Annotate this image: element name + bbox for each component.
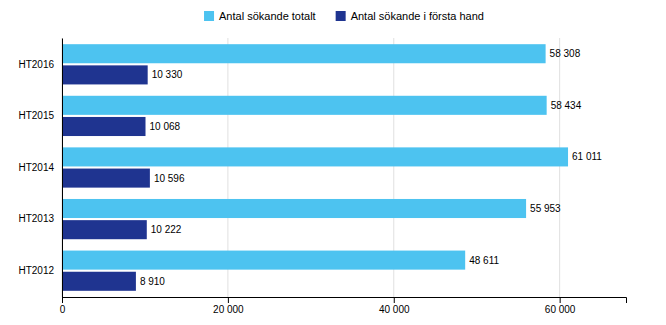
series (62, 65, 150, 290)
tick-label: 0 (60, 304, 66, 315)
tick: HT2014 (18, 162, 62, 173)
tick-label: HT2013 (18, 213, 54, 224)
tick-label: 60 000 (545, 304, 576, 315)
data-label: 55 953 (530, 203, 561, 214)
legend: Antal sökande totalt Antal sökande i förs… (204, 10, 484, 22)
x-axis: 0 20 000 40 000 60 000 (60, 297, 627, 315)
bar (62, 220, 147, 239)
tick-label: 20 000 (213, 304, 244, 315)
bar (62, 65, 148, 84)
legend-swatch (204, 11, 214, 21)
data-label: 10 222 (151, 224, 182, 235)
tick: 20 000 (213, 297, 244, 315)
tick-mark (62, 297, 63, 303)
data-label: 61 011 (572, 151, 602, 162)
plot: 58 308 58 434 61 011 55 953 48 611 10 330 10 0… (18, 38, 626, 315)
bar (62, 169, 150, 188)
bar (62, 147, 568, 166)
tick-label: HT2015 (18, 110, 54, 121)
bar (62, 44, 546, 63)
tick: 60 000 (545, 297, 576, 315)
bar (62, 199, 526, 218)
tick: 0 (60, 297, 66, 315)
legend-label: Antal sökande totalt (219, 10, 316, 22)
grid-line (62, 38, 63, 297)
data-label: 58 434 (551, 100, 582, 111)
y-axis: HT2016 HT2015 HT2014 HT2013 HT2012 (18, 39, 62, 298)
tick: HT2013 (18, 213, 62, 224)
tick-label: HT2016 (18, 59, 54, 70)
bar (62, 251, 465, 270)
data-label: 48 611 (469, 255, 499, 266)
tick-label: HT2014 (18, 162, 54, 173)
data-label: 10 596 (154, 173, 185, 184)
bar (62, 272, 136, 291)
bar (62, 96, 547, 115)
axis-line (62, 39, 63, 298)
data-label: 58 308 (550, 48, 581, 59)
data-labels: 58 308 58 434 61 011 55 953 48 611 10 330 10 0… (140, 48, 602, 287)
tick: 40 000 (379, 297, 410, 315)
data-label: 10 330 (152, 69, 183, 80)
tick: HT2012 (18, 265, 62, 276)
chart: 58 308 58 434 61 011 55 953 48 611 10 330 10 0… (0, 0, 666, 325)
tick-mark (394, 297, 395, 303)
grid-line (559, 38, 560, 297)
tick: HT2015 (18, 110, 62, 121)
axis-line (63, 298, 627, 304)
tick-mark (560, 297, 561, 303)
bars (62, 44, 568, 291)
data-label: 8 910 (140, 276, 165, 287)
data-label: 10 068 (150, 121, 181, 132)
tick-label: 40 000 (379, 304, 410, 315)
tick: HT2016 (18, 59, 62, 70)
legend-label: Antal sökande i första hand (351, 10, 484, 22)
series (62, 44, 568, 269)
tick-mark (228, 297, 229, 303)
grid (62, 38, 560, 297)
bar (62, 117, 146, 136)
legend-item: Antal sökande totalt (204, 10, 316, 22)
tick-label: HT2012 (18, 265, 54, 276)
legend-item: Antal sökande i första hand (336, 10, 484, 22)
legend-swatch (336, 11, 346, 21)
